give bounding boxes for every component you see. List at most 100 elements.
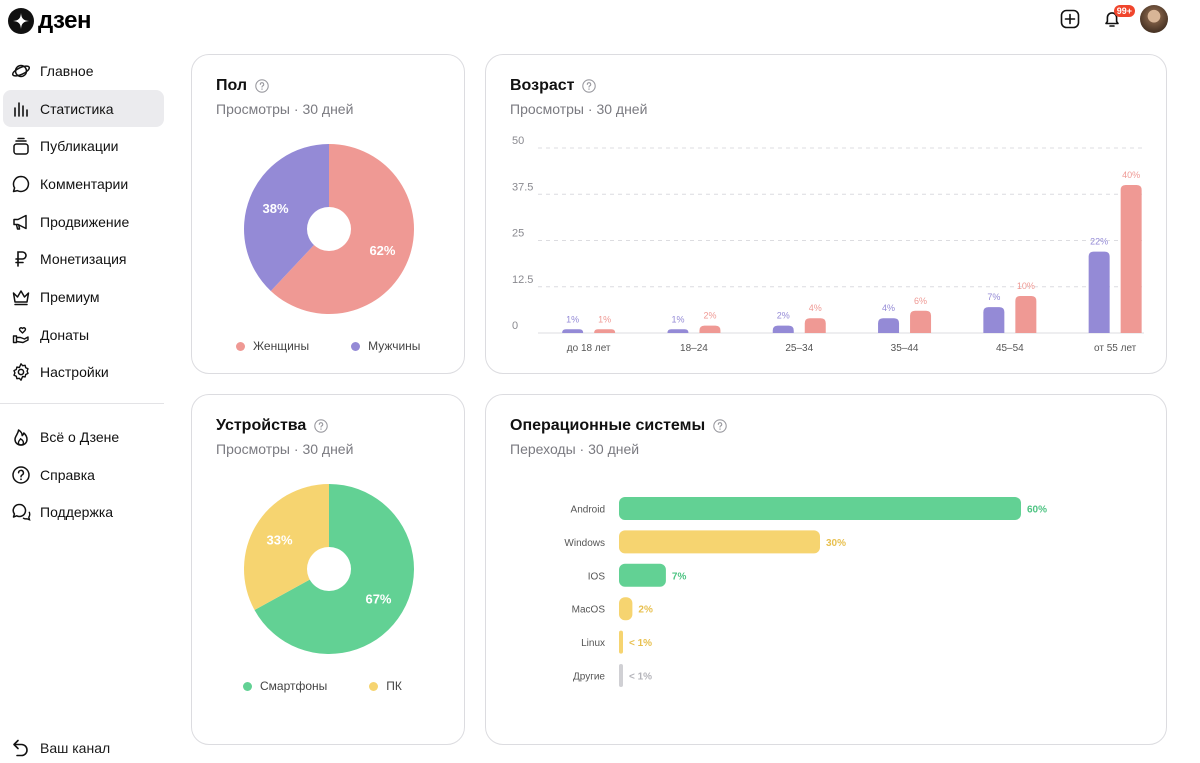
legend-dot: [351, 341, 361, 351]
sidebar-item-about[interactable]: Всё о Дзене: [3, 418, 164, 456]
header-actions: 99+: [1056, 4, 1168, 34]
legend-label: ПК: [386, 679, 402, 693]
age-bar-value: 40%: [1122, 170, 1140, 180]
sidebar-item-label: Продвижение: [40, 213, 130, 230]
pie-slice-label: 67%: [365, 591, 391, 606]
os-bar: [619, 597, 633, 621]
create-button[interactable]: [1056, 5, 1084, 33]
x-tick-label: до 18 лет: [567, 343, 611, 354]
sidebar-item-donations[interactable]: Донаты: [3, 316, 164, 354]
sidebar-item-main[interactable]: Главное: [3, 52, 164, 90]
age-bar: [1120, 185, 1142, 333]
x-tick-label: 18–24: [680, 343, 708, 354]
logo-text: дзен: [38, 7, 91, 34]
os-bar-value: 7%: [672, 571, 687, 582]
gender-title: Пол: [216, 77, 248, 94]
sidebar-item-label: Комментарии: [40, 175, 129, 192]
sidebar-item-support[interactable]: Поддержка: [3, 494, 164, 532]
sidebar-item-promotion[interactable]: Продвижение: [3, 203, 164, 241]
crown-icon: [11, 287, 31, 307]
sidebar-item-label: Настройки: [40, 364, 109, 381]
flame-icon: [11, 427, 31, 447]
sidebar-item-label: Статистика: [40, 100, 114, 117]
age-bar: [667, 329, 689, 333]
age-bar-value: 22%: [1090, 237, 1108, 247]
y-tick-label: 37.5: [512, 181, 533, 193]
gender-card: Пол Просмотры · 30 дней 62% 38% Женщины М…: [191, 54, 465, 374]
os-category-label: Другие: [573, 672, 605, 683]
legend-dot: [236, 341, 245, 351]
gear-icon: [11, 362, 31, 382]
legend-label: Смартфоны: [260, 679, 328, 693]
stats-bars-icon: [11, 99, 31, 119]
card-title: Возраст: [510, 77, 597, 95]
sidebar-item-premium[interactable]: Премиум: [3, 278, 164, 316]
os-category-label: Windows: [564, 538, 605, 549]
help-icon[interactable]: [314, 419, 329, 433]
age-bar: [983, 307, 1005, 333]
comment-bubble-icon: [11, 174, 31, 194]
legend-item-smartphones: Смартфоны: [243, 679, 327, 693]
os-bar-value: 2%: [638, 605, 653, 616]
pie-slice-1: [243, 484, 329, 610]
megaphone-icon: [11, 212, 31, 232]
planet-icon: [11, 61, 31, 81]
age-title: Возраст: [510, 77, 575, 94]
age-bar-chart: 50 37.5 25 12.5 0 1% 1% до 18 лет 1% 2% 18–24 2% 4% 2…: [512, 135, 1144, 354]
age-bar: [772, 325, 794, 333]
sidebar-item-label: Поддержка: [40, 504, 114, 521]
help-icon[interactable]: [713, 419, 727, 433]
devices-title: Устройства: [216, 417, 307, 434]
help-icon[interactable]: [255, 79, 269, 93]
legend-item-female: Женщины: [236, 339, 309, 353]
sidebar-item-stats[interactable]: Статистика: [3, 89, 164, 128]
os-category-label: MacOS: [572, 605, 606, 616]
age-bar-value: 2%: [703, 311, 716, 321]
notifications-button[interactable]: 99+: [1098, 5, 1135, 33]
sidebar-item-label: Справка: [40, 466, 95, 483]
os-bar: [619, 530, 820, 554]
card-title: Пол: [216, 77, 269, 95]
sidebar-item-comments[interactable]: Комментарии: [3, 165, 164, 203]
devices-legend: Смартфоны ПК: [243, 679, 402, 693]
devices-pie-chart: 67% 33%: [243, 484, 414, 654]
ruble-icon: [11, 249, 31, 269]
age-card: Возраст Просмотры · 30 дней 50 37.5 25 12.5…: [485, 54, 1167, 374]
legend-label: Мужчины: [368, 339, 421, 353]
question-circle-icon: [11, 465, 31, 485]
sidebar-item-settings[interactable]: Настройки: [3, 354, 164, 392]
sidebar-item-label: Премиум: [40, 288, 100, 305]
card-subtitle: Просмотры · 30 дней: [510, 101, 648, 117]
sidebar-item-help[interactable]: Справка: [3, 456, 164, 494]
publications-stack-icon: [11, 136, 31, 156]
your-channel-link[interactable]: Ваш канал: [3, 731, 110, 763]
age-bar-value: 4%: [882, 303, 895, 313]
sidebar: Главное Статистика Публикации Комментари…: [0, 52, 172, 531]
avatar[interactable]: [1140, 5, 1168, 33]
age-bar: [1088, 251, 1110, 333]
legend-item-male: Мужчины: [351, 339, 420, 353]
sidebar-item-publications[interactable]: Публикации: [3, 127, 164, 165]
x-tick-label: 35–44: [891, 343, 919, 354]
os-card: Операционные системы Переходы · 30 дней …: [485, 394, 1167, 745]
donate-hand-icon: [11, 325, 31, 345]
sidebar-item-monetization[interactable]: Монетизация: [3, 240, 164, 278]
pie-slice-label: 33%: [266, 533, 292, 548]
x-tick-label: от 55 лет: [1094, 343, 1137, 354]
notification-badge: 99+: [1113, 5, 1135, 17]
y-tick-label: 0: [512, 320, 518, 332]
dzen-logo[interactable]: дзен: [8, 6, 91, 36]
legend-item-pc: ПК: [369, 679, 402, 693]
age-bar: [910, 310, 932, 333]
legend-dot: [369, 681, 379, 691]
card-subtitle: Переходы · 30 дней: [510, 441, 640, 457]
os-category-label: Linux: [581, 638, 605, 649]
y-tick-label: 50: [512, 135, 524, 147]
y-tick-label: 25: [512, 228, 524, 240]
age-bar-value: 1%: [598, 314, 611, 324]
back-arrow-icon: [11, 738, 31, 758]
help-icon[interactable]: [582, 79, 597, 93]
os-bar-chart: Android 60% Windows 30% IOS 7% MacOS 2% Linux < 1…: [564, 497, 1047, 687]
os-title: Операционные системы: [510, 417, 706, 434]
card-title: Операционные системы: [510, 417, 727, 435]
